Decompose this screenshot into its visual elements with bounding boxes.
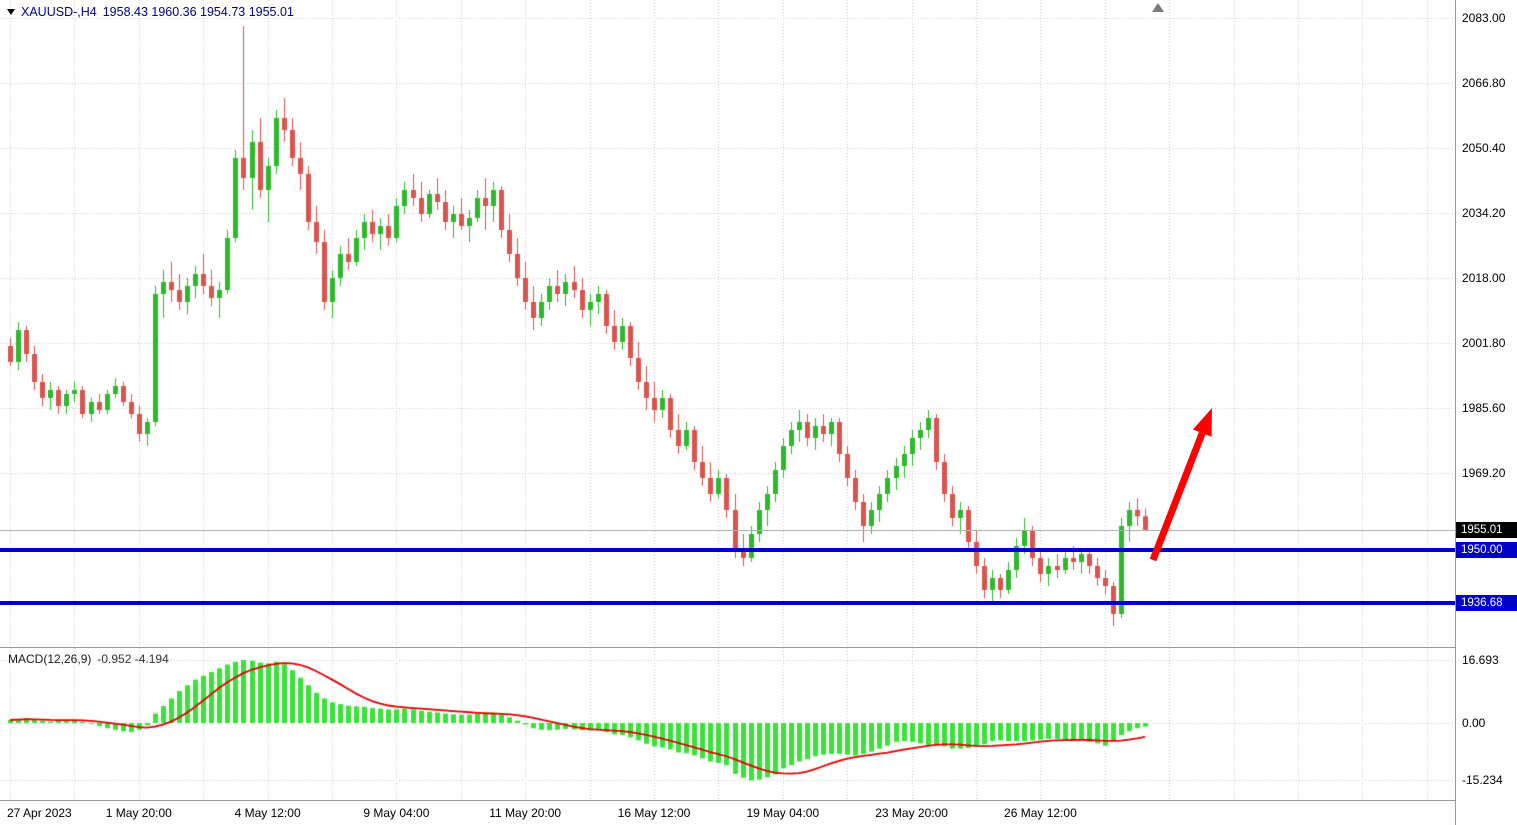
price-axis-tick: 1985.60: [1462, 400, 1506, 415]
macd-values: -0.952 -4.194: [97, 652, 169, 666]
price-badge-level-1950: 1950.00: [1456, 542, 1517, 558]
price-axis[interactable]: 1955.01 1950.00 1936.68 2083.00 2066.80 20…: [1455, 0, 1517, 825]
symbol-title: XAUUSD-,H4: [21, 5, 97, 19]
price-axis-tick: 2018.00: [1462, 271, 1506, 285]
price-axis-tick: 2001.80: [1462, 335, 1506, 350]
price-chart-panel[interactable]: [0, 0, 1455, 647]
support-line-1936.68[interactable]: [0, 601, 1455, 606]
price-axis-tick: 1969.20: [1462, 466, 1506, 481]
time-axis[interactable]: 27 Apr 2023 1 May 20:00 4 May 12:00 9 May 0…: [0, 801, 1455, 825]
time-axis-label: 11 May 20:00: [489, 806, 562, 820]
price-badge-current: 1955.01: [1456, 522, 1517, 538]
current-price-line: [0, 530, 1455, 531]
time-axis-separator: [0, 800, 1517, 801]
macd-axis-tick: -15.234: [1462, 773, 1503, 788]
time-axis-label: 26 May 12:00: [1004, 806, 1077, 820]
price-axis-tick: 2050.40: [1462, 141, 1506, 156]
candlestick-canvas[interactable]: [0, 0, 1455, 647]
time-axis-label: 23 May 20:00: [875, 806, 948, 820]
symbol-dropdown-icon[interactable]: [7, 9, 15, 15]
price-axis-tick: 2034.20: [1462, 206, 1506, 221]
price-badge-level-1936: 1936.68: [1456, 595, 1517, 611]
chart-header: XAUUSD-,H4 1958.43 1960.36 1954.73 1955.…: [7, 5, 294, 19]
time-axis-label: 19 May 04:00: [746, 806, 820, 820]
time-axis-label: 1 May 20:00: [105, 806, 172, 820]
price-axis-tick: 2066.80: [1462, 75, 1506, 90]
time-axis-label: 4 May 12:00: [234, 806, 301, 820]
macd-axis-tick: 16.693: [1462, 653, 1499, 667]
time-axis-label: 16 May 12:00: [617, 806, 691, 820]
macd-name: MACD(12,26,9): [8, 652, 92, 666]
time-axis-label: 9 May 04:00: [363, 806, 430, 820]
chart-shift-marker-icon[interactable]: [1152, 3, 1164, 12]
support-line-1950.00[interactable]: [0, 548, 1455, 552]
macd-indicator-label: MACD(12,26,9) -0.952 -4.194: [8, 652, 169, 666]
panel-separator[interactable]: [0, 647, 1517, 648]
macd-canvas[interactable]: [0, 648, 1455, 799]
ohlc-values: 1958.43 1960.36 1954.73 1955.01: [102, 5, 294, 19]
macd-axis-tick: 0.00: [1462, 716, 1486, 730]
time-axis-label: 27 Apr 2023: [7, 806, 72, 820]
price-axis-tick: 2083.00: [1462, 11, 1506, 25]
